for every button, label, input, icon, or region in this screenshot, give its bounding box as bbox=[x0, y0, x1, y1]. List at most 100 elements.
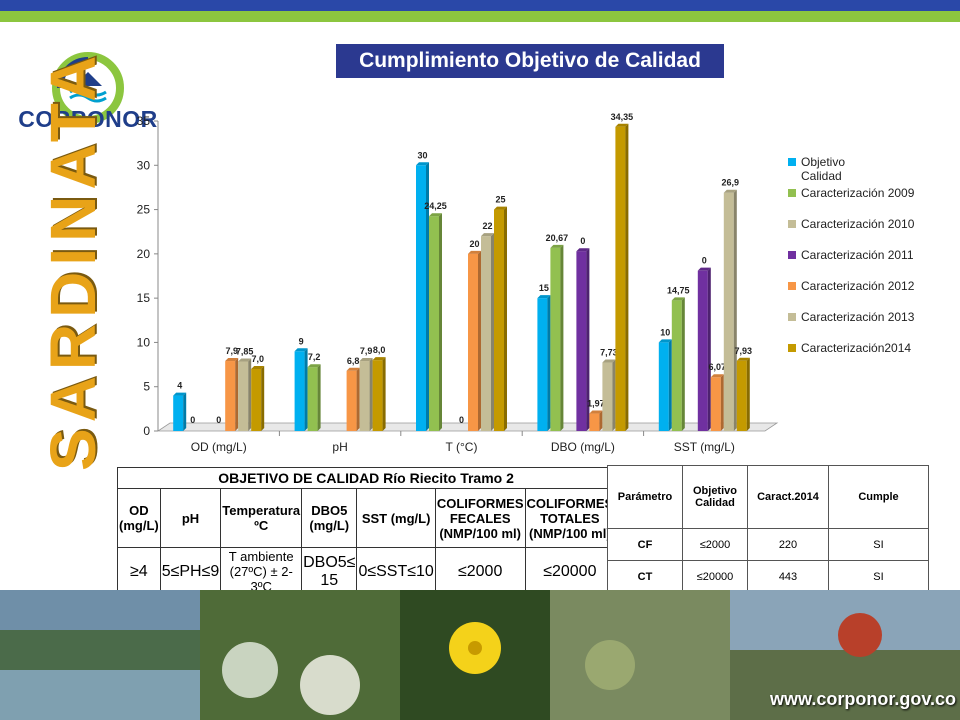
legend-item: Caracterización 2013 bbox=[788, 310, 958, 341]
legend-label: Caracterización 2013 bbox=[801, 310, 915, 324]
objective-value: 0≤SST≤10 bbox=[356, 547, 436, 596]
category-label: OD (mg/L) bbox=[191, 440, 247, 454]
website-url: www.corponor.gov.co bbox=[770, 689, 957, 709]
compliance-cell: SI bbox=[828, 560, 929, 593]
data-label: 8,0 bbox=[373, 345, 386, 355]
data-label: 34,35 bbox=[611, 112, 634, 122]
bar-top bbox=[723, 189, 737, 193]
data-label: 1,97 bbox=[587, 399, 605, 409]
bar-top bbox=[359, 358, 373, 362]
category-label: T (°C) bbox=[446, 440, 478, 454]
data-label: 7,93 bbox=[735, 346, 753, 356]
data-label: 15 bbox=[539, 283, 549, 293]
data-label: 22 bbox=[482, 221, 492, 231]
bar-side bbox=[382, 357, 386, 431]
legend-swatch bbox=[788, 313, 796, 321]
bar-top bbox=[658, 339, 672, 343]
data-label: 7,2 bbox=[308, 352, 321, 362]
y-tick-label: 20 bbox=[137, 247, 151, 261]
bar-top bbox=[494, 206, 507, 210]
legend-swatch bbox=[788, 344, 796, 352]
objective-table: OBJETIVO DE CALIDAD Río Riecito Tramo 2 … bbox=[116, 467, 616, 596]
bar bbox=[697, 270, 708, 431]
bar-side bbox=[720, 374, 724, 431]
compliance-cell: ≤20000 bbox=[682, 560, 748, 593]
page-title: Cumplimiento Objetivo de Calidad bbox=[336, 44, 724, 78]
bar-side bbox=[668, 339, 672, 431]
bar-top bbox=[416, 162, 429, 166]
compliance-cell: 443 bbox=[747, 560, 829, 593]
y-tick-label: 35 bbox=[137, 114, 151, 128]
bar bbox=[468, 253, 478, 431]
bar bbox=[550, 247, 561, 431]
bar-top bbox=[736, 357, 750, 361]
bar-side bbox=[356, 367, 360, 431]
legend-item: Caracterización 2011 bbox=[788, 248, 958, 279]
bar-top bbox=[173, 392, 187, 396]
data-label: 6,8 bbox=[347, 356, 360, 366]
legend-swatch bbox=[788, 158, 796, 166]
bar bbox=[615, 126, 626, 431]
legend-item: Caracterización2014 bbox=[788, 341, 958, 372]
data-label: 7,9 bbox=[225, 346, 238, 356]
compliance-header: Caract.2014 bbox=[747, 465, 829, 529]
bar bbox=[537, 298, 548, 431]
legend-label: Caracterización 2011 bbox=[801, 248, 914, 262]
bar-top bbox=[307, 364, 321, 368]
top-banner bbox=[0, 0, 960, 22]
table-row: CF ≤2000 220 SI bbox=[607, 528, 929, 561]
bar-top bbox=[697, 267, 711, 271]
bar bbox=[494, 209, 504, 431]
compliance-cell: CF bbox=[607, 528, 683, 561]
bar bbox=[225, 361, 236, 431]
bar-side bbox=[707, 267, 711, 431]
data-label: 7,85 bbox=[236, 346, 254, 356]
bar-side bbox=[235, 358, 239, 431]
objective-header: SST (mg/L) bbox=[356, 488, 436, 548]
data-label: 30 bbox=[417, 150, 427, 160]
bar bbox=[589, 413, 600, 431]
data-label: 25 bbox=[495, 195, 505, 205]
compliance-header: Cumple bbox=[828, 465, 929, 529]
bar bbox=[251, 369, 262, 431]
legend-swatch bbox=[788, 189, 796, 197]
compliance-header: Parámetro bbox=[607, 465, 683, 529]
bar-top bbox=[576, 248, 590, 252]
bar-side bbox=[681, 297, 685, 431]
data-label: 20,67 bbox=[546, 233, 569, 243]
y-tick-label: 30 bbox=[137, 158, 151, 172]
objective-header: COLIFORMES TOTALES (NMP/100 ml) bbox=[524, 488, 616, 548]
data-label: 24,25 bbox=[424, 201, 447, 211]
bar bbox=[658, 342, 669, 431]
bar bbox=[238, 361, 249, 431]
data-label: 9 bbox=[299, 336, 304, 346]
bar-side bbox=[625, 123, 629, 431]
bar-top bbox=[671, 297, 685, 301]
corponor-logo-icon bbox=[52, 52, 124, 124]
bar-top bbox=[238, 358, 252, 362]
data-label: 0 bbox=[459, 415, 464, 425]
bar bbox=[307, 367, 318, 431]
bar-side bbox=[504, 206, 507, 431]
bar-top bbox=[550, 244, 564, 248]
objective-header: Temperatura ºC bbox=[220, 488, 303, 548]
y-tick-label: 0 bbox=[143, 424, 150, 438]
bar-top bbox=[710, 374, 724, 378]
bar-side bbox=[491, 233, 494, 431]
bar-top bbox=[251, 366, 265, 369]
data-label: 0 bbox=[702, 256, 707, 266]
legend-swatch bbox=[788, 251, 796, 259]
objective-header: OD (mg/L) bbox=[117, 488, 161, 548]
objective-table-caption: OBJETIVO DE CALIDAD Río Riecito Tramo 2 bbox=[116, 467, 616, 489]
data-label: 0 bbox=[216, 415, 221, 425]
bar-top bbox=[602, 359, 616, 363]
bar-top bbox=[589, 410, 603, 414]
data-label: 26,9 bbox=[722, 178, 740, 188]
data-label: 6,07 bbox=[709, 362, 727, 372]
bar bbox=[429, 216, 439, 431]
category-label: DBO (mg/L) bbox=[551, 440, 615, 454]
bar-side bbox=[733, 189, 737, 431]
category-label: pH bbox=[332, 440, 347, 454]
objective-value: DBO5≤ 15 bbox=[301, 547, 358, 596]
bar-side bbox=[317, 364, 321, 431]
